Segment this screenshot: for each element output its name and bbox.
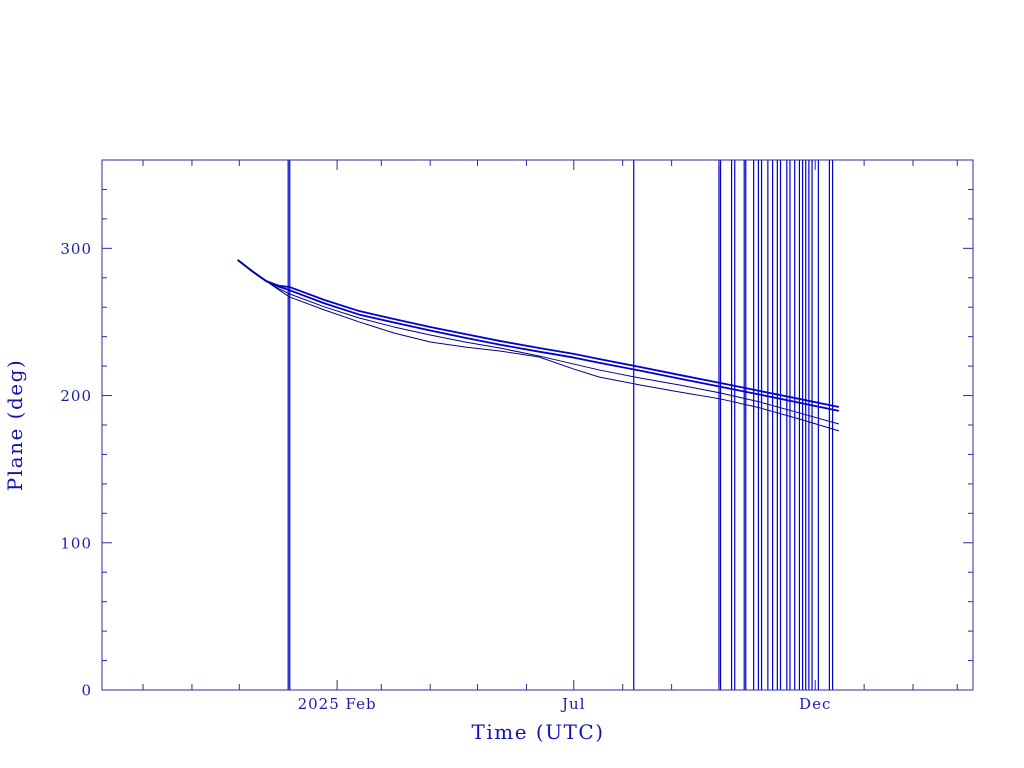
plot-frame — [101, 159, 974, 691]
plane-series-line-4 — [237, 259, 840, 432]
y-tick-label: 100 — [60, 534, 92, 552]
plane-series-group — [237, 259, 840, 432]
y-axis-label: Plane (deg) — [3, 359, 27, 491]
x-axis-label: Time (UTC) — [472, 720, 605, 744]
y-tick-label: 300 — [60, 240, 92, 258]
y-tick-labels: 0 100 200 300 — [60, 240, 92, 700]
axis-tick-marks — [102, 159, 973, 691]
x-tick-label: Dec — [799, 695, 831, 713]
y-tick-label: 0 — [81, 682, 92, 700]
x-tick-labels: 2025 Feb Jul Dec — [298, 695, 831, 713]
plane-series-line-3 — [237, 259, 840, 425]
plane-series-line-2 — [237, 259, 840, 412]
x-tick-label: 2025 Feb — [298, 695, 377, 713]
x-tick-label: Jul — [560, 695, 585, 713]
plane-series-line-1 — [237, 259, 840, 408]
y-tick-label: 200 — [60, 387, 92, 405]
